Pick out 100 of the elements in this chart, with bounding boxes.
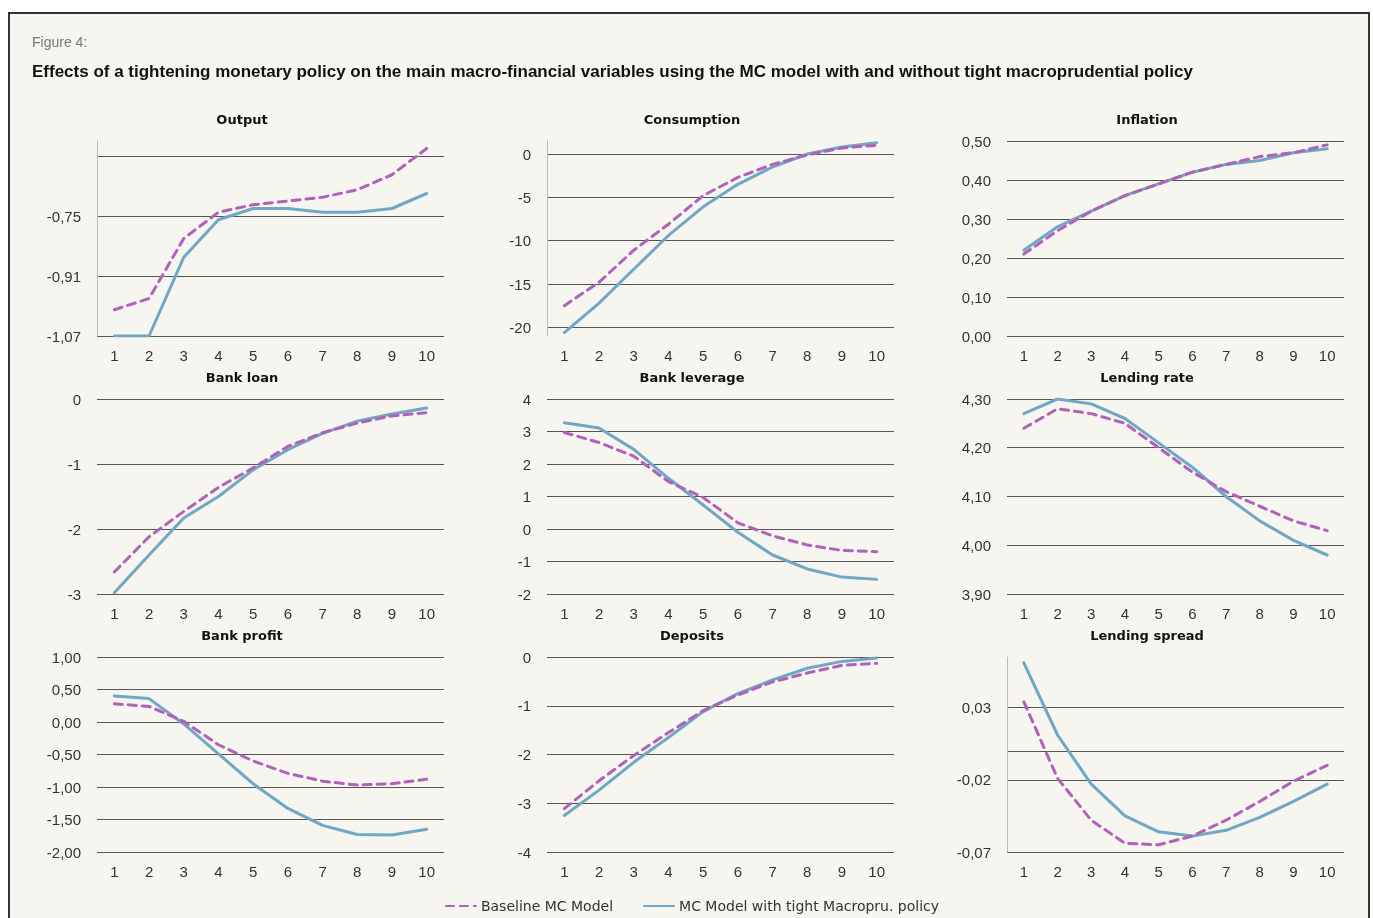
y-tick-label: 4,20 [961,439,991,457]
y-tick-label: 3,90 [961,585,991,603]
y-tick-label: -0,50 [46,746,81,763]
line-series [112,694,429,837]
y-tick-label: 4 [522,390,531,408]
x-tick-label: 4 [214,605,223,622]
x-tick-label: 7 [768,605,777,622]
y-tick-label: 0,20 [961,249,991,267]
x-tick-label: 1 [560,605,569,622]
x-tick-label: 5 [698,863,708,880]
x-tick-label: 9 [387,863,397,880]
x-tick-label: 8 [1255,347,1264,364]
x-tick-label: 2 [144,347,154,364]
x-tick-label: 8 [353,605,362,622]
x-tick-label: 2 [594,605,604,622]
y-tick-label: 0 [522,648,531,666]
x-tick-label: 3 [1087,863,1096,880]
line-series [1022,700,1329,847]
y-tick-label: -3 [67,585,81,603]
line-series [1022,661,1329,838]
legend-label: MC Model with tight Macropru. policy [679,898,940,914]
x-tick-label: 5 [248,863,258,880]
line-series [112,147,429,312]
y-tick-label: 1,00 [51,648,81,666]
y-tick-label: -10 [509,232,531,250]
x-tick-label: 8 [803,605,812,622]
x-tick-label: 8 [353,863,362,880]
y-tick-label: -20 [509,318,531,336]
x-tick-label: 6 [733,605,743,622]
x-tick-label: 8 [1255,863,1264,880]
x-tick-label: 10 [1318,863,1336,880]
x-tick-label: 3 [1087,605,1096,622]
y-tick-label: -4 [517,843,531,861]
x-tick-label: 9 [1289,605,1298,622]
chart-title: Output [216,112,268,127]
x-tick-label: 2 [1053,863,1062,880]
legend-label: Baseline MC Model [480,898,614,914]
x-tick-label: 2 [594,863,604,880]
line-series [1022,397,1329,557]
x-tick-label: 8 [803,347,812,364]
x-tick-label: 7 [318,605,327,622]
y-tick-label: -0,75 [46,207,81,225]
x-tick-label: 5 [698,347,708,364]
x-tick-label: 7 [768,347,777,364]
y-tick-label: 0,50 [961,132,991,150]
y-tick-label: -2 [517,746,531,763]
chart-title: Bank profit [201,628,283,643]
chart-title: Lending rate [1100,370,1194,385]
x-tick-label: 7 [1221,605,1231,622]
x-tick-label: 6 [283,863,293,880]
x-tick-label: 9 [1289,863,1298,880]
x-tick-label: 5 [1154,347,1163,364]
line-series [562,430,879,554]
x-tick-label: 9 [837,863,847,880]
x-tick-label: 7 [318,347,327,364]
y-tick-label: -1 [517,553,531,570]
y-tick-label: -0,91 [46,267,81,285]
x-tick-label: 2 [594,347,604,364]
chart-title: Consumption [643,112,741,127]
x-tick-label: 2 [1053,605,1062,622]
caption: Figure 4: [32,34,88,50]
x-tick-label: 6 [733,347,743,364]
y-tick-label: 0,40 [961,171,991,189]
y-tick-label: -0,07 [956,843,991,861]
y-tick-label: 0 [72,390,81,408]
y-tick-label: -2,00 [46,843,81,861]
y-tick-label: 4,30 [961,390,991,408]
chart-title: Inflation [1116,112,1178,127]
x-tick-label: 1 [110,863,119,880]
y-tick-label: -2 [517,585,531,603]
x-tick-label: 3 [629,347,638,364]
x-tick-label: 3 [179,863,188,880]
y-tick-label: 0,03 [961,699,991,717]
line-series [112,192,429,338]
y-tick-label: -1,07 [46,327,81,345]
x-tick-label: 4 [1120,863,1130,880]
x-tick-label: 10 [418,863,435,880]
y-tick-label: -5 [517,188,531,206]
x-tick-label: 5 [1154,863,1163,880]
x-tick-label: 8 [353,347,362,364]
y-tick-label: 0 [522,145,531,163]
x-tick-label: 1 [110,605,119,622]
text: Effects of a tightening monetary policy on the main macro-financial variables using the MC model with and without tight macroprudential policy [32,62,1193,82]
x-tick-label: 6 [283,605,293,622]
x-tick-label: 1 [560,347,569,364]
x-tick-label: 7 [768,863,777,880]
line-series [112,702,429,787]
x-tick-label: 8 [1255,605,1264,622]
y-tick-label: -0,02 [956,771,991,789]
y-tick-label: 0 [522,520,531,538]
x-tick-label: 4 [664,347,673,364]
x-tick-label: 4 [1120,347,1130,364]
x-tick-label: 1 [1019,863,1029,880]
x-tick-label: 9 [387,347,397,364]
x-tick-label: 6 [1188,605,1197,622]
x-tick-label: 9 [387,605,397,622]
x-tick-label: 3 [179,605,188,622]
y-tick-label: -1 [67,455,81,473]
y-tick-label: 4,00 [961,536,991,554]
y-tick-label: 0,10 [961,288,991,306]
